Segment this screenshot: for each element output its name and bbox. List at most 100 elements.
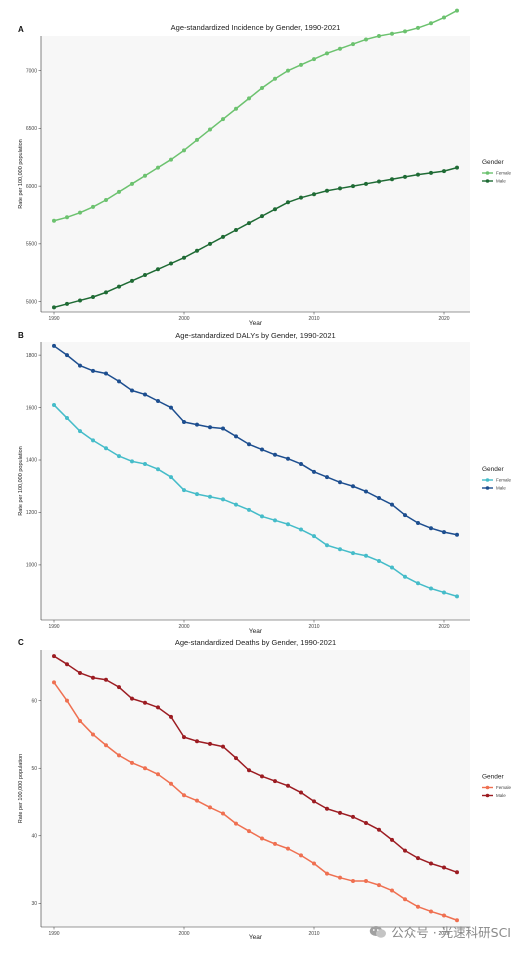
y-tick-label: 50 xyxy=(31,766,37,772)
data-point xyxy=(286,68,290,73)
data-point xyxy=(338,547,342,552)
data-point xyxy=(234,106,238,111)
legend-title: Gender xyxy=(482,774,505,781)
data-point xyxy=(52,654,56,659)
data-point xyxy=(234,228,238,233)
legend: Gender Female Male xyxy=(482,159,512,184)
data-point xyxy=(169,781,173,786)
data-point xyxy=(78,363,82,368)
data-point xyxy=(247,221,251,226)
data-point xyxy=(65,416,69,421)
y-tick-label: 1400 xyxy=(26,458,37,464)
y-tick-label: 1000 xyxy=(26,563,37,569)
wechat-icon xyxy=(370,925,387,938)
data-point xyxy=(351,184,355,189)
watermark-text: 公众号 · 光速科研SCI xyxy=(391,925,511,940)
data-point xyxy=(104,446,108,451)
data-point xyxy=(377,496,381,501)
data-point xyxy=(429,170,433,175)
series-male xyxy=(52,343,459,537)
chart-title: Age-standardized DALYs by Gender, 1990-2… xyxy=(175,331,335,340)
legend: Gender Female Male xyxy=(482,466,512,491)
plot-background xyxy=(41,650,470,927)
plot-background xyxy=(41,36,470,312)
data-point xyxy=(208,805,212,810)
data-point xyxy=(273,518,277,523)
data-point xyxy=(260,85,264,90)
legend-title: Gender xyxy=(482,159,505,166)
data-point xyxy=(169,157,173,162)
data-point xyxy=(442,530,446,535)
series-female xyxy=(52,8,459,223)
data-point xyxy=(208,241,212,246)
series-female xyxy=(52,402,459,599)
data-point xyxy=(286,783,290,788)
data-point xyxy=(312,192,316,197)
series-line-male xyxy=(53,655,458,873)
y-tick-label: 60 xyxy=(31,698,37,704)
data-point xyxy=(130,278,134,283)
data-point xyxy=(455,165,459,170)
data-point xyxy=(182,419,186,424)
data-point xyxy=(260,514,264,519)
data-point xyxy=(91,675,95,680)
data-point xyxy=(338,875,342,880)
data-point xyxy=(208,494,212,499)
data-point xyxy=(403,29,407,34)
data-point xyxy=(182,735,186,740)
watermark: 公众号 · 光速科研SCI xyxy=(369,922,511,941)
legend-key-point xyxy=(485,171,490,175)
data-point xyxy=(169,261,173,266)
data-point xyxy=(416,581,420,586)
series-line-male xyxy=(53,345,458,536)
data-point xyxy=(273,452,277,457)
data-point xyxy=(182,148,186,153)
data-point xyxy=(377,827,381,832)
data-point xyxy=(208,741,212,746)
chart-panel-b: B Age-standardized DALYs by Gender, 1990-… xyxy=(18,331,512,635)
y-tick-label: 5500 xyxy=(26,242,37,248)
data-point xyxy=(260,214,264,219)
data-point xyxy=(130,181,134,186)
legend-key-point xyxy=(485,478,490,482)
data-point xyxy=(273,841,277,846)
data-point xyxy=(364,181,368,186)
data-point xyxy=(143,766,147,771)
x-tick-label: 2010 xyxy=(308,931,319,937)
y-axis-label: Rate per 100,000 population xyxy=(18,754,24,823)
data-point xyxy=(351,484,355,489)
data-point xyxy=(52,402,56,407)
data-point xyxy=(364,37,368,42)
data-point xyxy=(416,520,420,525)
data-point xyxy=(143,173,147,178)
data-point xyxy=(442,865,446,870)
data-point xyxy=(429,861,433,866)
x-tick-label: 1990 xyxy=(48,624,59,630)
data-point xyxy=(52,305,56,310)
chart-panel-a: A Age-standardized Incidence by Gender, 1… xyxy=(18,8,512,327)
data-point xyxy=(390,888,394,893)
data-point xyxy=(455,870,459,875)
data-point xyxy=(312,57,316,62)
data-point xyxy=(416,904,420,909)
data-point xyxy=(247,442,251,447)
legend-label: Male xyxy=(496,179,506,184)
data-point xyxy=(221,744,225,749)
legend-key-point xyxy=(485,486,490,490)
data-point xyxy=(156,467,160,472)
data-point xyxy=(325,51,329,56)
x-tick-label: 2020 xyxy=(438,316,449,322)
series-female xyxy=(52,680,459,923)
y-tick-label: 5000 xyxy=(26,299,37,305)
data-point xyxy=(143,700,147,705)
data-point xyxy=(403,574,407,579)
data-point xyxy=(286,456,290,461)
data-point xyxy=(260,774,264,779)
data-point xyxy=(104,677,108,682)
panel-letter: A xyxy=(18,25,24,34)
y-tick-label: 1200 xyxy=(26,510,37,516)
y-tick-label: 1800 xyxy=(26,353,37,359)
data-point xyxy=(403,174,407,179)
data-point xyxy=(221,117,225,122)
x-tick-label: 2000 xyxy=(178,316,189,322)
